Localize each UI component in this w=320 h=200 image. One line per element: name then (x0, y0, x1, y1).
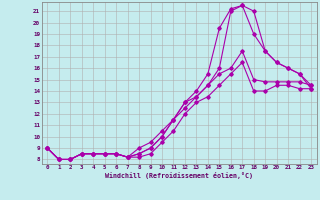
X-axis label: Windchill (Refroidissement éolien,°C): Windchill (Refroidissement éolien,°C) (105, 172, 253, 179)
